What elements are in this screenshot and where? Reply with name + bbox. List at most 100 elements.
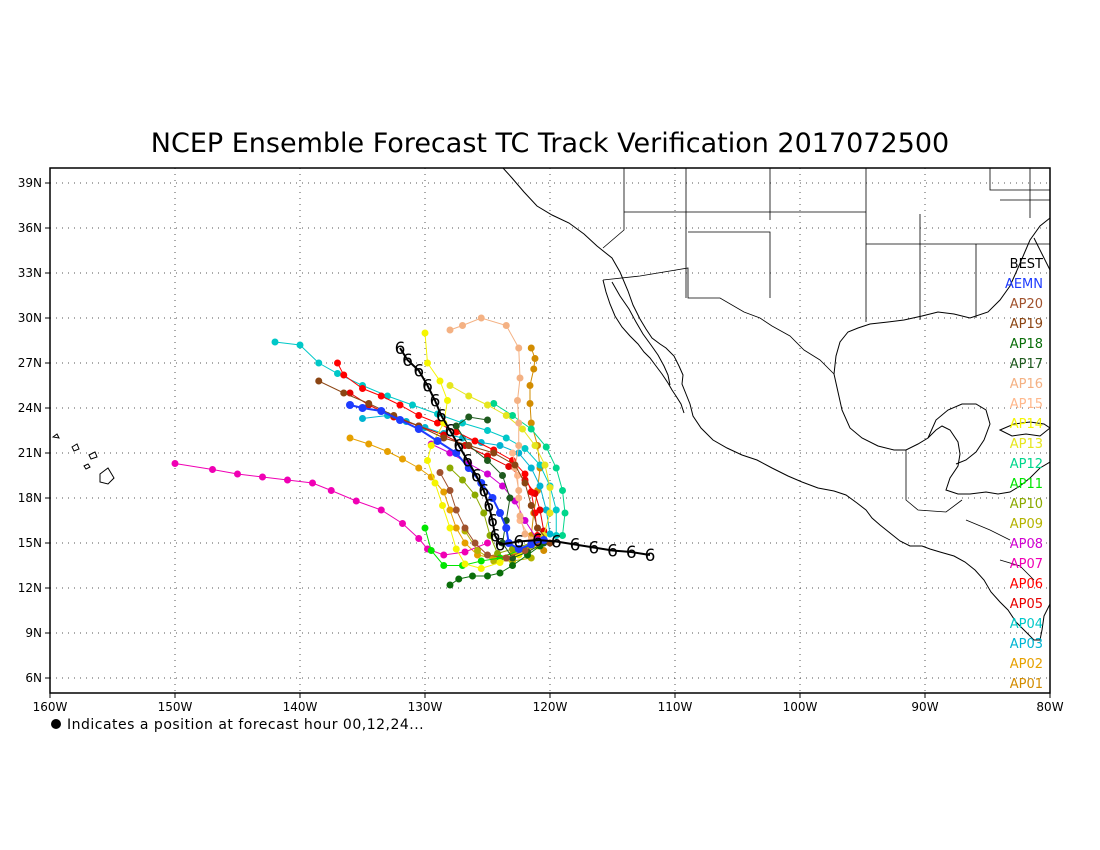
- forecast-point: [444, 397, 451, 404]
- y-axis-ticks: 39N 36N 33N 30N 27N 24N 21N 18N 15N 12N 9N 6N: [18, 176, 50, 685]
- forecast-point: [440, 551, 448, 559]
- forecast-point: [465, 392, 473, 400]
- tc-symbol-icon: 6: [462, 452, 473, 472]
- tc-symbol-icon: 6: [395, 339, 406, 359]
- forecast-point: [415, 412, 423, 419]
- forecast-point: [490, 400, 498, 407]
- forecast-point: [446, 524, 454, 532]
- x-axis-ticks: 160W 150W 140W 130W 120W 110W 100W 90W 80W: [33, 693, 1064, 714]
- forecast-point: [434, 419, 441, 427]
- tc-symbol-icon: 6: [436, 407, 447, 427]
- forecast-point: [365, 440, 373, 448]
- forecast-point: [542, 443, 550, 451]
- forecast-point: [546, 530, 554, 538]
- forecast-point: [384, 448, 391, 455]
- forecast-point: [552, 464, 560, 472]
- forecast-point: [516, 512, 524, 520]
- forecast-point: [536, 482, 544, 490]
- forecast-point: [477, 565, 485, 572]
- track-line: [337, 362, 538, 536]
- y-tick-label: 21N: [18, 446, 42, 460]
- tc-symbol-icon: 6: [532, 531, 543, 551]
- tc-symbol-icon: 6: [570, 536, 581, 556]
- forecast-point: [527, 502, 535, 509]
- y-tick-label: 30N: [18, 311, 42, 325]
- forecast-point: [209, 466, 216, 473]
- border-us-states: [602, 168, 1050, 322]
- forecast-point: [527, 344, 535, 352]
- forecast-point: [455, 575, 463, 583]
- legend-item-ap04: AP04: [1010, 617, 1043, 632]
- x-tick-label: 120W: [533, 700, 568, 714]
- forecast-point: [469, 572, 476, 580]
- y-tick-label: 12N: [18, 581, 42, 595]
- forecast-point: [477, 314, 485, 322]
- y-tick-label: 6N: [25, 671, 42, 685]
- legend-item-ap15: AP15: [1010, 397, 1043, 412]
- forecast-point: [527, 425, 535, 433]
- footnote-marker-icon: [51, 719, 61, 729]
- forecast-point: [446, 464, 454, 472]
- forecast-point: [452, 524, 460, 532]
- legend-item-ap14: AP14: [1010, 417, 1043, 432]
- forecast-point: [521, 479, 529, 487]
- forecast-point: [502, 412, 510, 419]
- forecast-point: [340, 371, 348, 379]
- forecast-point: [552, 532, 560, 539]
- forecast-point: [352, 497, 360, 505]
- forecast-point: [496, 559, 504, 566]
- tc-symbol-icon: 6: [478, 482, 489, 502]
- x-tick-label: 90W: [911, 700, 938, 714]
- forecast-point: [488, 494, 497, 502]
- forecast-point: [452, 449, 461, 457]
- forecast-point: [480, 509, 488, 517]
- forecast-point: [552, 506, 560, 514]
- forecast-point: [561, 509, 569, 517]
- x-tick-label: 150W: [158, 700, 193, 714]
- chart-title: NCEP Ensemble Forecast TC Track Verifica…: [151, 128, 949, 159]
- track-line: [274, 341, 557, 536]
- tc-symbol-icon: 6: [483, 497, 494, 517]
- forecast-point: [315, 377, 323, 385]
- forecast-point: [446, 487, 454, 494]
- forecast-point: [509, 562, 516, 569]
- forecast-point: [530, 365, 538, 373]
- forecast-point: [433, 437, 442, 445]
- forecast-point: [521, 517, 529, 524]
- x-tick-label: 100W: [783, 700, 818, 714]
- tc-symbol-icon: 6: [430, 392, 441, 412]
- forecast-point: [496, 509, 504, 517]
- forecast-point: [377, 392, 385, 400]
- forecast-point: [461, 539, 469, 547]
- track-line: [449, 385, 551, 536]
- legend-item-ap18: AP18: [1010, 337, 1043, 352]
- forecast-point: [527, 464, 535, 472]
- forecast-point: [505, 463, 513, 470]
- forecast-point: [446, 382, 454, 389]
- track-ap16: [446, 314, 541, 545]
- forecast-point: [396, 416, 404, 424]
- forecast-point: [484, 470, 491, 478]
- forecast-point: [421, 329, 429, 337]
- x-tick-label: 80W: [1036, 700, 1063, 714]
- forecast-point: [377, 506, 385, 514]
- forecast-point: [527, 488, 535, 496]
- forecast-point: [531, 442, 539, 449]
- forecast-point: [171, 460, 179, 467]
- y-tick-label: 18N: [18, 491, 42, 505]
- forecast-point: [446, 326, 454, 334]
- forecast-point: [546, 484, 554, 491]
- forecast-point: [465, 442, 473, 449]
- forecast-point: [541, 461, 549, 469]
- forecast-point: [526, 382, 534, 389]
- gridlines: [50, 168, 1050, 693]
- legend-item-ap01: AP01: [1010, 677, 1043, 692]
- tc-symbol-icon: 6: [588, 539, 599, 559]
- forecast-point: [340, 389, 348, 397]
- forecast-point: [515, 487, 523, 494]
- forecast-point: [527, 419, 535, 427]
- forecast-point: [414, 425, 423, 433]
- forecast-point: [521, 445, 529, 452]
- track-line: [449, 317, 538, 542]
